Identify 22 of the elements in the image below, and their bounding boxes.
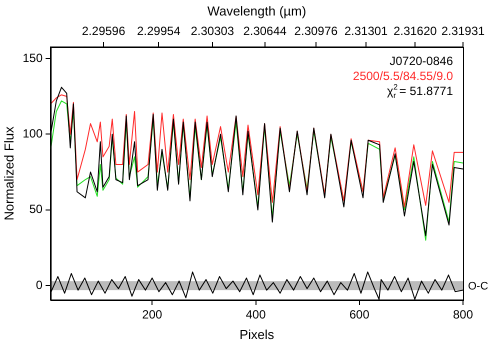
x-tick-label: 800	[452, 308, 474, 322]
x-tick-label: 200	[142, 308, 162, 322]
x-axis-title: Pixels	[239, 326, 275, 342]
y-axis-title: Normalized Flux	[1, 126, 16, 220]
y-tick-label: 50	[29, 202, 43, 216]
x2-tick-label: 2.30976	[294, 24, 338, 38]
x-tick-label: 600	[349, 308, 370, 322]
text: J0720-0846	[390, 54, 454, 68]
x2-tick-label: 2.31931	[441, 24, 486, 38]
annotation: O-C	[468, 280, 488, 293]
x2-tick-label: 2.31301	[344, 24, 388, 38]
y-tick-label: 0	[36, 278, 43, 292]
x2-tick-label: 2.31620	[393, 24, 438, 38]
x2-tick-label: 2.30644	[243, 24, 287, 38]
y-tick-label: 100	[22, 126, 43, 141]
x-tick-label: 400	[246, 308, 266, 322]
x2-tick-label: 2.30303	[190, 24, 234, 38]
x2-tick-label: 2.29596	[82, 24, 126, 38]
x2-tick-label: 2.29954	[136, 24, 181, 38]
text: 2500/5.5/84.55/9.0	[352, 69, 454, 83]
x2-axis-title: Wavelength (µm)	[207, 3, 306, 18]
y-tick-label: 150	[22, 50, 43, 65]
